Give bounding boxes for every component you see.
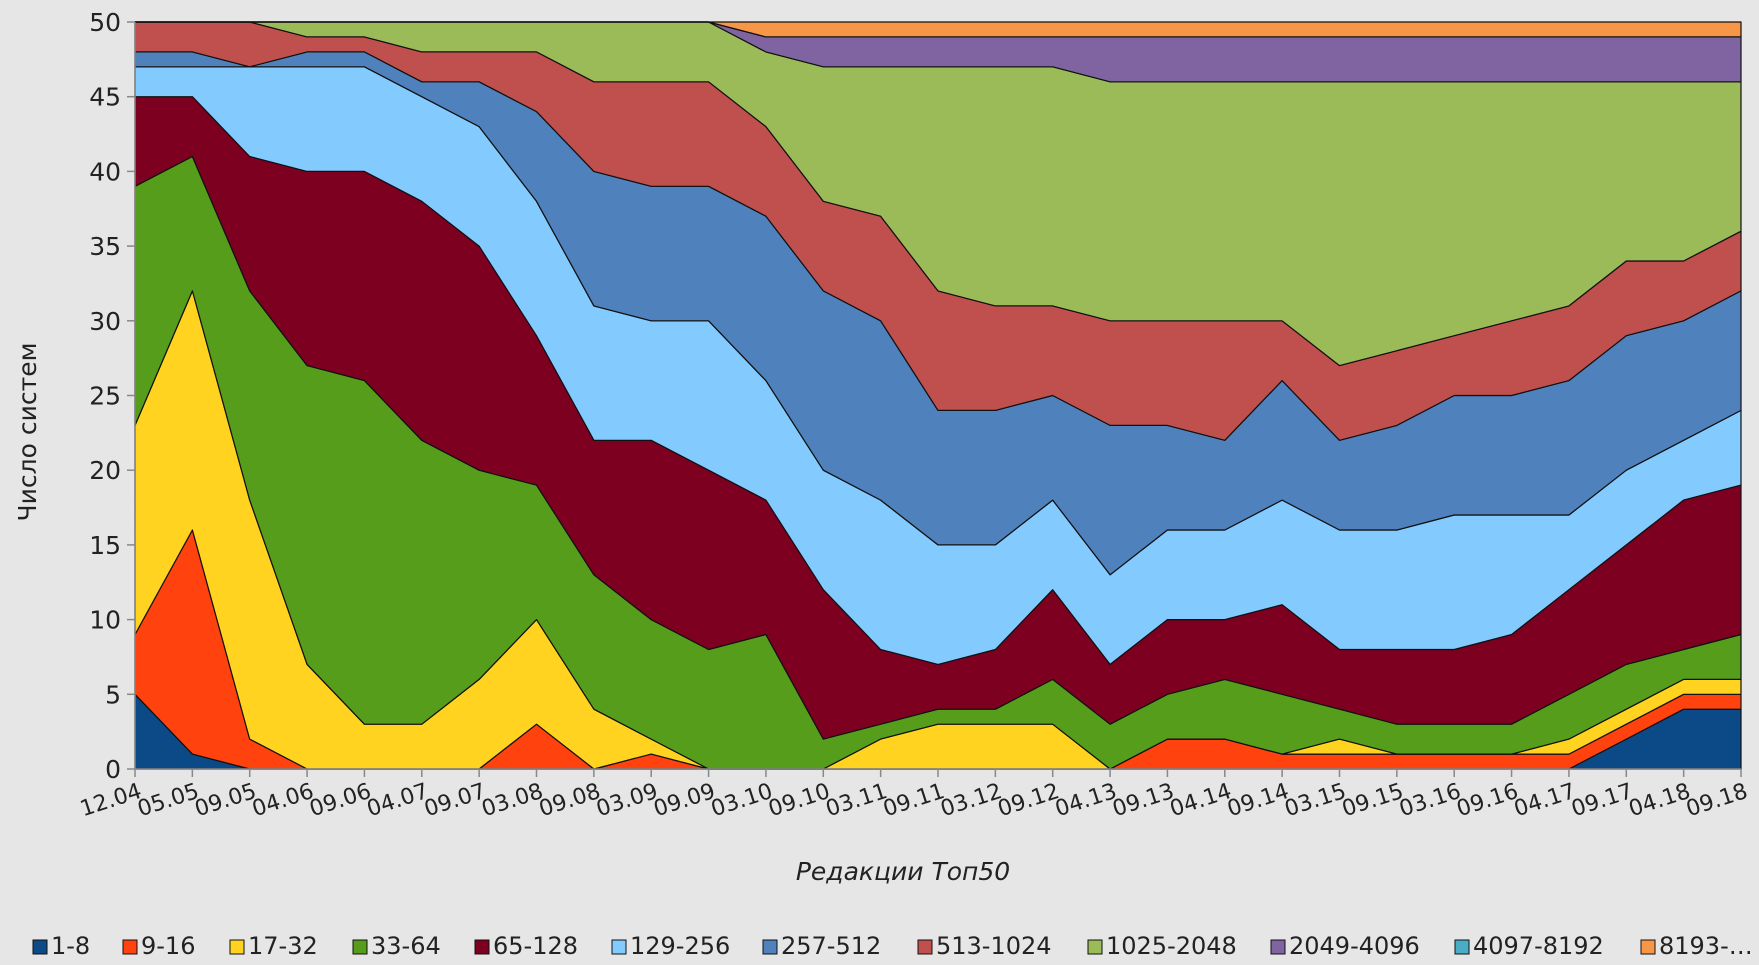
legend-label: 513-1024: [936, 932, 1052, 960]
legend-label: 1025-2048: [1106, 932, 1237, 960]
y-tick-label: 25: [89, 382, 121, 411]
legend-swatch: [917, 939, 933, 955]
legend-swatch: [352, 939, 368, 955]
y-tick-label: 50: [89, 8, 121, 37]
legend-label: 257-512: [781, 932, 881, 960]
legend-label: 2049-4096: [1289, 932, 1420, 960]
legend-label: 4097-8192: [1473, 932, 1604, 960]
legend-swatch: [122, 939, 138, 955]
legend-swatch: [611, 939, 627, 955]
legend-label: 33-64: [371, 932, 441, 960]
y-tick-label: 45: [89, 83, 121, 112]
legend-swatch: [1454, 939, 1470, 955]
legend-swatch: [1087, 939, 1103, 955]
y-tick-label: 15: [89, 531, 121, 560]
legend-swatch: [762, 939, 778, 955]
y-tick-label: 35: [89, 232, 121, 261]
x-axis-label: Редакции Топ50: [796, 857, 1010, 886]
y-tick-label: 10: [89, 606, 121, 635]
legend-swatch: [229, 939, 245, 955]
legend-swatch: [32, 939, 48, 955]
legend-label: 9-16: [141, 932, 195, 960]
legend-swatch: [1640, 939, 1656, 955]
area: [134, 21, 1742, 38]
plot-area: [134, 21, 1742, 770]
legend-label: 1-8: [51, 932, 90, 960]
legend-label: 129-256: [630, 932, 730, 960]
y-tick-label: 0: [105, 755, 121, 784]
y-tick-label: 40: [89, 157, 121, 186]
y-tick-label: 5: [105, 680, 121, 709]
legend-label: 65-128: [493, 932, 578, 960]
y-tick-label: 20: [89, 456, 121, 485]
legend-swatch: [1270, 939, 1286, 955]
y-axis-label: Число систем: [13, 343, 42, 522]
y-tick-label: 30: [89, 307, 121, 336]
x-tick-label: 09.18: [1683, 779, 1751, 822]
legend-swatch: [474, 939, 490, 955]
legend-label: 17-32: [248, 932, 318, 960]
legend-label: 8193-…: [1659, 932, 1753, 960]
